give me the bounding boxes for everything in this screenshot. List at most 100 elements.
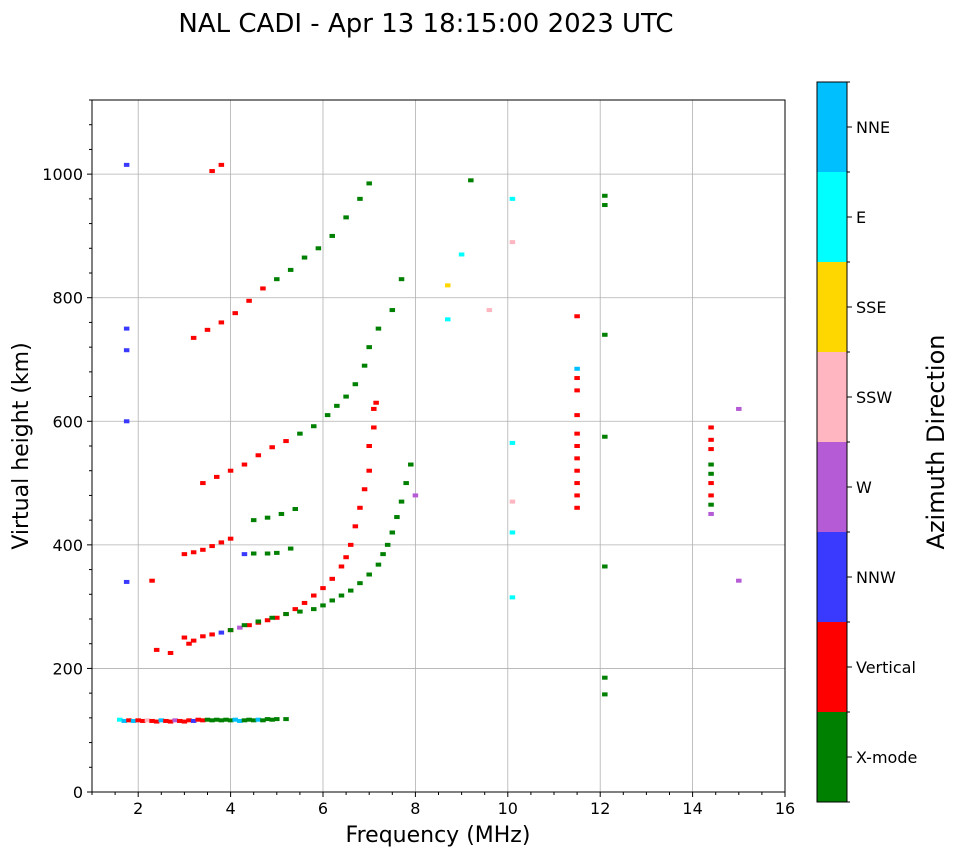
echo-point [250,718,257,723]
echo-point [315,246,322,251]
echo-point [190,718,197,723]
echo-point [278,511,285,516]
echo-point [398,277,405,282]
echo-point [403,481,409,486]
echo-point [195,717,202,722]
x-tick-label: 14 [682,799,702,818]
echo-point [708,511,714,516]
echo-point [366,444,372,448]
echo-point [144,718,151,723]
echo-point [200,481,206,486]
echo-point [246,623,252,628]
echo-point [444,317,451,322]
echo-point [223,717,229,722]
echo-point [357,196,363,201]
echo-point [380,552,386,557]
echo-point [375,326,382,331]
echo-point [227,468,234,473]
echo-point [264,515,271,520]
echo-point [366,572,372,577]
echo-point [264,551,271,556]
echo-point [260,286,266,291]
echo-point [602,692,608,697]
echo-point [602,564,608,569]
echo-point [123,348,130,353]
colorbar-swatch [817,262,847,352]
echo-point [708,471,714,476]
echo-point [186,718,192,723]
echo-point [343,555,349,560]
echo-point [444,283,451,288]
echo-point [255,717,262,722]
echo-point [343,215,349,220]
echo-point [347,588,354,593]
echo-point [269,445,275,450]
echo-point [458,252,465,257]
echo-point [357,505,363,510]
echo-point [232,311,238,316]
y-tick-label: 600 [52,412,83,431]
echo-point [334,403,340,408]
echo-point [237,625,243,630]
colorbar-swatch [817,532,847,622]
echo-point [218,540,225,545]
echo-point [357,581,363,586]
echo-point [283,612,289,617]
echo-point [708,425,714,430]
echo-point [135,718,141,723]
echo-point [264,717,271,722]
echo-point [153,647,160,652]
echo-point [287,267,294,272]
echo-point [486,308,493,313]
echo-point [361,487,368,492]
echo-point [574,493,580,498]
echo-point [602,675,608,680]
echo-point [394,515,400,520]
echo-point [255,453,262,458]
echo-point [574,376,580,381]
echo-point [264,618,271,623]
echo-point [181,719,188,724]
echo-point [708,462,714,467]
y-tick-label: 0 [73,783,83,802]
echo-point [574,413,580,418]
echo-point [375,562,382,567]
echo-point [343,394,349,399]
echo-point [708,437,714,442]
echo-point [574,505,580,510]
echo-point [123,419,130,424]
echo-point [190,638,197,643]
echo-point [177,718,183,723]
colorbar-swatch [817,352,847,442]
echo-point [329,233,335,238]
x-tick-label: 8 [410,799,420,818]
x-axis-label: Frequency (MHz) [346,823,531,848]
echo-point [297,431,303,436]
plot-frame [91,99,786,793]
colorbar-label: E [856,208,866,227]
y-tick-label: 1000 [42,165,83,184]
echo-point [241,623,248,628]
echo-point [116,717,123,722]
echo-point [237,718,243,723]
echo-point [509,595,516,600]
x-tick-label: 12 [590,799,610,818]
echo-point [366,345,372,350]
echo-point [274,615,280,620]
echo-point [347,542,354,547]
echo-point [181,552,188,557]
echo-point [373,400,379,405]
echo-point [602,434,608,439]
echo-point [708,481,714,486]
echo-point [204,717,211,722]
echo-point [213,474,220,479]
data-points [116,162,742,724]
echo-point [227,718,234,723]
echo-point [384,542,391,547]
echo-point [186,641,192,646]
echo-point [123,162,130,167]
echo-point [329,598,335,603]
chart-title: NAL CADI - Apr 13 18:15:00 2023 UTC [178,9,673,39]
colorbar-frame [816,81,848,803]
